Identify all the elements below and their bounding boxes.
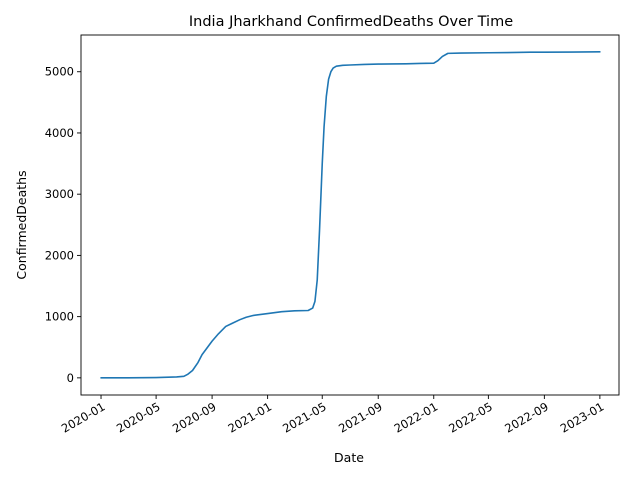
chart-title: India Jharkhand ConfirmedDeaths Over Tim…	[189, 14, 513, 30]
x-tick-label: 2022-01	[392, 399, 441, 435]
x-tick-label: 2021-09	[336, 399, 385, 435]
plot-area	[80, 34, 620, 396]
y-tick-label: 0	[67, 371, 74, 385]
x-axis: 2020-01 2020-05 2020-09 2021-01 2021-05 2021-…	[59, 395, 607, 436]
x-tick-label: 2023-01	[558, 399, 607, 435]
x-tick-label: 2022-09	[502, 399, 551, 435]
x-tick-label: 2021-05	[280, 399, 329, 435]
y-tick-label: 2000	[45, 248, 74, 262]
x-tick-label: 2022-05	[446, 399, 495, 435]
x-tick-label: 2020-05	[114, 399, 163, 435]
y-tick-label: 3000	[45, 187, 74, 201]
y-tick-label: 4000	[45, 126, 74, 140]
x-tick-label: 2020-09	[170, 399, 219, 435]
y-tick-label: 1000	[45, 310, 74, 324]
plot-frame	[80, 34, 620, 396]
y-axis-title: ConfirmedDeaths	[14, 170, 29, 279]
x-tick-label: 2020-01	[59, 399, 108, 435]
x-tick-label: 2021-01	[225, 399, 274, 435]
x-axis-title: Date	[334, 450, 364, 465]
series-line	[100, 51, 601, 379]
y-axis: 0 1000 2000 3000 4000 5000	[45, 65, 81, 385]
y-tick-label: 5000	[45, 65, 74, 79]
